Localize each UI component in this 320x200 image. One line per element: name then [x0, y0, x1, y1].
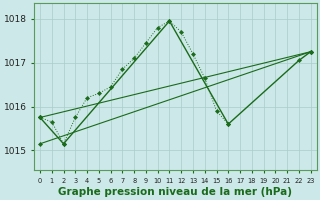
- X-axis label: Graphe pression niveau de la mer (hPa): Graphe pression niveau de la mer (hPa): [58, 187, 292, 197]
